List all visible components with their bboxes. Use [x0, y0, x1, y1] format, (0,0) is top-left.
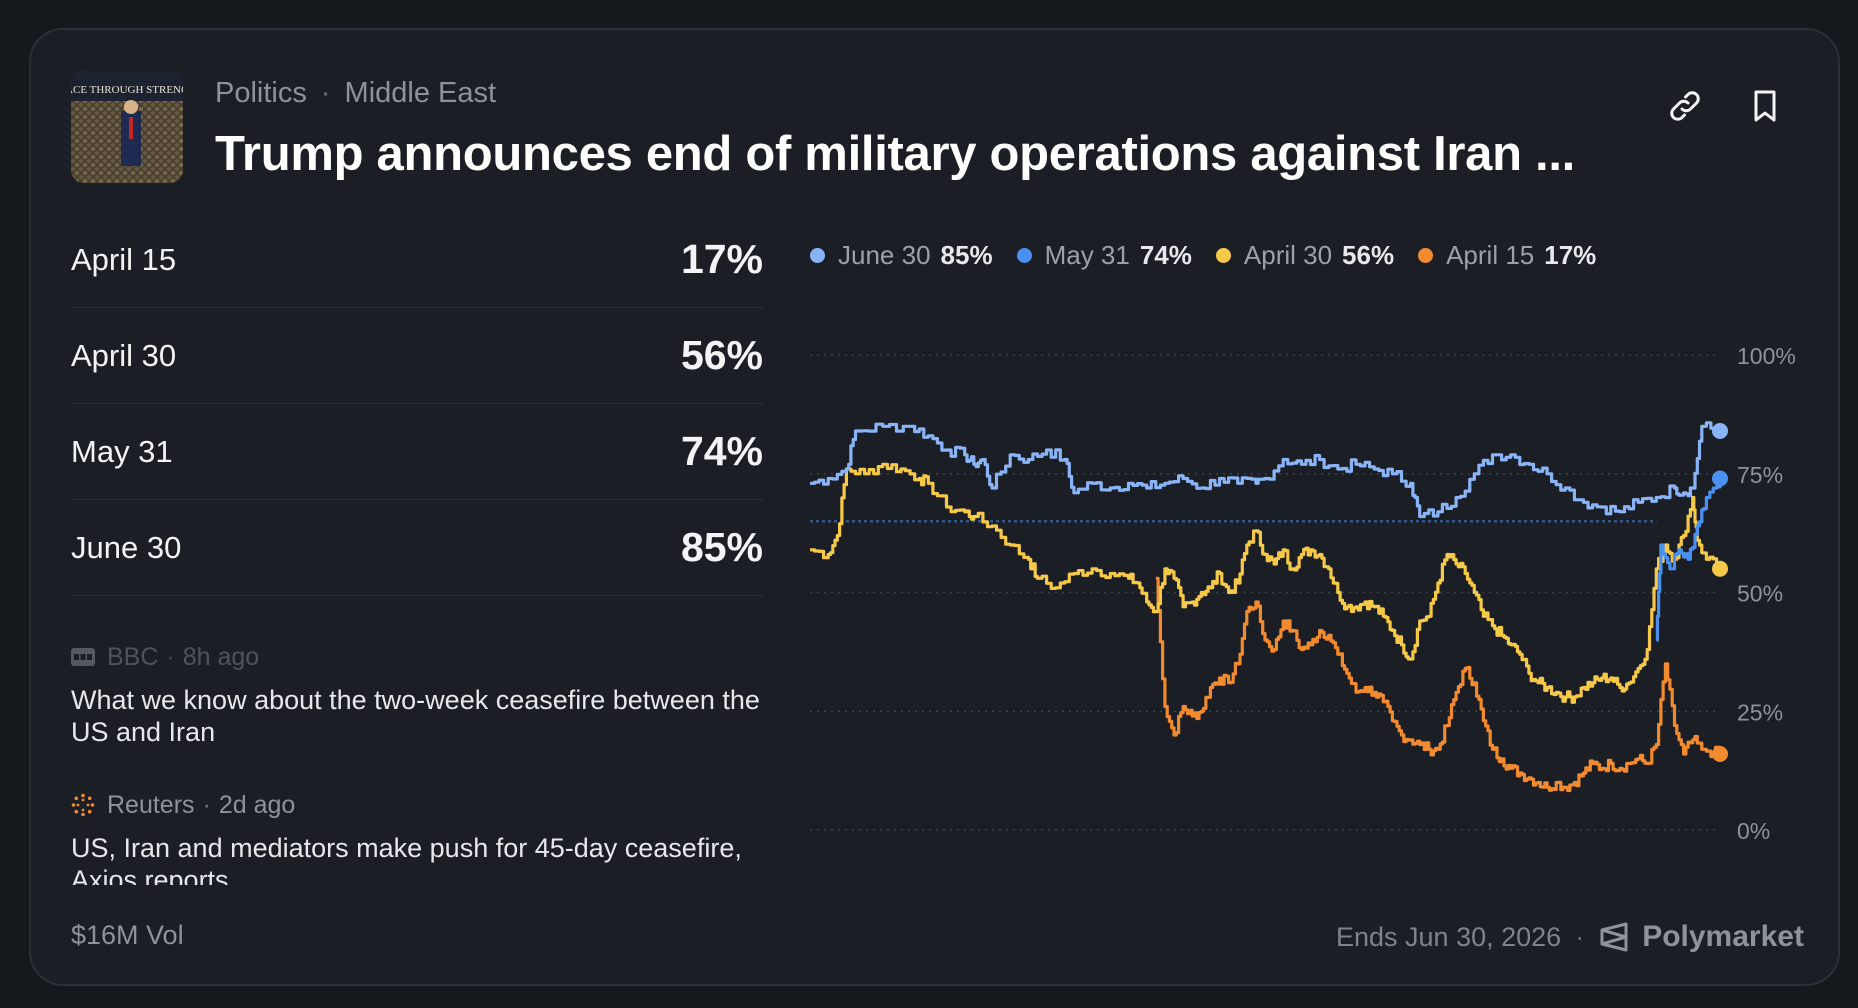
outcome-percent: 85% [680, 524, 763, 570]
legend-value: 85% [940, 240, 993, 270]
legend-name: May 31 [1044, 240, 1130, 270]
footer-separator: · [1575, 921, 1585, 952]
legend-dot [1016, 248, 1032, 263]
breadcrumb: Politics · Middle East [215, 77, 496, 110]
subcategory-link[interactable]: Middle East [344, 77, 497, 109]
news-item[interactable]: BBC · 8h ago What we know about the two-… [71, 640, 771, 748]
legend-item-june-30: June 30 85% [810, 240, 993, 271]
legend-item-april-15: April 15 17% [1418, 240, 1596, 271]
y-tick-label: 50% [1737, 581, 1783, 607]
outcome-row[interactable]: April 15 17% [71, 212, 763, 308]
legend-value: 17% [1544, 240, 1597, 270]
polymarket-logo-icon [1600, 922, 1628, 952]
news-separator: · [166, 642, 175, 671]
price-chart[interactable]: 100% 75% 50% 25% 0% [800, 330, 1810, 880]
outcome-label: April 30 [71, 337, 177, 373]
outcome-percent: 74% [680, 428, 763, 474]
brand-name: Polymarket [1642, 920, 1804, 953]
volume-label: $16M Vol [71, 920, 184, 950]
news-feed: BBC · 8h ago What we know about the two-… [71, 640, 771, 885]
series-end-dot [1712, 423, 1728, 439]
polymarket-brand[interactable]: Polymarket [1598, 920, 1804, 954]
news-age: 8h ago [182, 642, 260, 671]
legend-dot [1418, 248, 1434, 263]
legend-dot [810, 248, 825, 263]
legend-value: 56% [1342, 240, 1395, 270]
series-end-dot [1712, 746, 1728, 762]
news-headline[interactable]: What we know about the two-week ceasefir… [71, 685, 760, 747]
news-age: 2d ago [218, 790, 296, 819]
chart-legend: June 30 85% May 31 74% April 30 56% Apri… [810, 240, 1596, 271]
news-source: BBC [107, 642, 159, 671]
news-source: Reuters [107, 790, 195, 819]
series-end-dot [1712, 470, 1728, 487]
y-tick-label: 75% [1737, 462, 1783, 488]
legend-name: April 30 [1243, 240, 1333, 270]
series-line-may-31 [1655, 478, 1722, 642]
legend-item-may-31: May 31 74% [1016, 240, 1192, 271]
y-tick-label: 0% [1737, 818, 1770, 844]
y-tick-label: 100% [1737, 343, 1796, 369]
category-link[interactable]: Politics [215, 77, 307, 109]
reuters-logo-icon [71, 793, 95, 817]
outcome-percent: 56% [680, 332, 763, 378]
news-separator: · [202, 790, 211, 819]
outcome-row[interactable]: April 30 56% [71, 308, 763, 404]
market-footer: Ends Jun 30, 2026 · Polymarket [1336, 920, 1804, 954]
breadcrumb-separator: · [320, 77, 331, 109]
end-date: Ends Jun 30, 2026 [1336, 921, 1562, 952]
series-line-june-30 [810, 421, 1722, 519]
outcome-label: April 15 [71, 241, 177, 277]
market-card[interactable] [29, 28, 1840, 986]
legend-item-april-30: April 30 56% [1215, 240, 1395, 271]
outcome-row[interactable]: June 30 85% [71, 500, 763, 596]
legend-value: 74% [1139, 240, 1192, 270]
legend-dot [1215, 248, 1231, 263]
news-item[interactable]: Reuters · 2d ago US, Iran and mediators … [71, 788, 771, 886]
outcome-label: June 30 [71, 529, 182, 565]
outcome-label: May 31 [71, 433, 173, 469]
bbc-logo-icon [71, 645, 95, 669]
series-end-dot [1712, 560, 1728, 577]
link-icon[interactable] [1665, 86, 1705, 126]
legend-name: June 30 [838, 240, 931, 270]
series-line-april-15 [1155, 576, 1722, 793]
outcomes-list: April 15 17% April 30 56% May 31 74% Jun… [71, 212, 763, 596]
news-headline[interactable]: US, Iran and mediators make push for 45-… [71, 833, 742, 885]
market-thumbnail[interactable]: ACE THROUGH STRENG [71, 71, 183, 183]
bookmark-icon[interactable] [1745, 86, 1785, 126]
outcome-percent: 17% [680, 236, 763, 282]
y-tick-label: 25% [1737, 699, 1783, 725]
svg-text:ACE THROUGH STRENG: ACE THROUGH STRENG [71, 84, 183, 96]
outcome-row[interactable]: May 31 74% [71, 404, 763, 500]
series-line-april-30 [810, 462, 1722, 704]
legend-name: April 15 [1446, 240, 1535, 270]
market-title[interactable]: Trump announces end of military operatio… [215, 127, 1575, 181]
